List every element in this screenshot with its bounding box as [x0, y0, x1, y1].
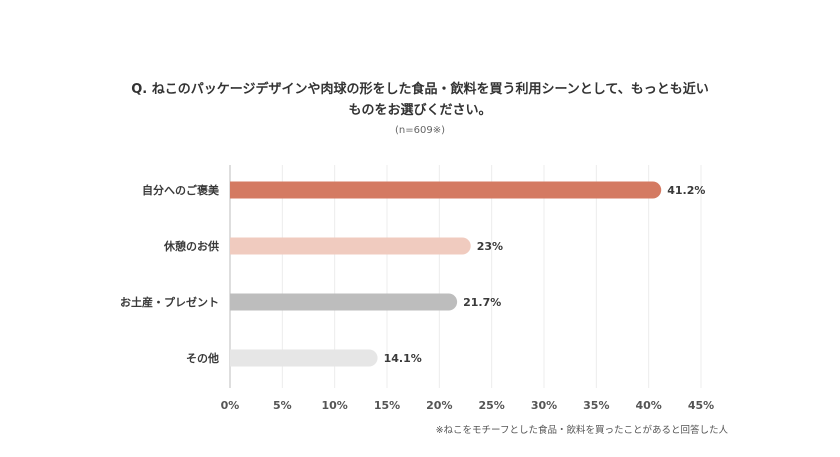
- x-tick-label: 25%: [478, 399, 504, 412]
- data-label: 14.1%: [384, 352, 422, 365]
- data-label: 41.2%: [667, 184, 705, 197]
- x-tick-label: 40%: [635, 399, 661, 412]
- bar: [230, 237, 471, 255]
- x-tick-label: 30%: [531, 399, 557, 412]
- x-tick-label: 45%: [688, 399, 714, 412]
- chart-title-line-1: Q. ねこのパッケージデザインや肉球の形をした食品・飲料を買う利用シーンとして、…: [131, 82, 709, 97]
- x-tick-label: 10%: [321, 399, 347, 412]
- x-tick-label: 35%: [583, 399, 609, 412]
- x-tick-label: 5%: [273, 399, 292, 412]
- bar-left-edge: [230, 237, 239, 255]
- bar-left-edge: [230, 181, 239, 199]
- category-label: その他: [186, 351, 219, 365]
- category-label: 自分へのご褒美: [142, 183, 220, 197]
- x-tick-label: 15%: [374, 399, 400, 412]
- bar-left-edge: [230, 349, 239, 367]
- bar: [230, 349, 378, 367]
- category-label: お土産・プレゼント: [120, 295, 219, 309]
- bar: [230, 293, 458, 311]
- chart-subtitle: (n=609※): [395, 125, 445, 136]
- x-tick-label: 0%: [221, 399, 240, 412]
- category-label: 休憩のお供: [163, 239, 219, 253]
- x-tick-label: 20%: [426, 399, 452, 412]
- bar: [230, 181, 662, 199]
- chart-footnote: ※ねこをモチーフとした食品・飲料を買ったことがあると回答した人: [435, 425, 728, 436]
- data-label: 23%: [477, 240, 503, 253]
- data-label: 21.7%: [463, 296, 501, 309]
- bar-left-edge: [230, 293, 239, 311]
- chart-title-line-2: ものをお選びください。: [348, 103, 492, 118]
